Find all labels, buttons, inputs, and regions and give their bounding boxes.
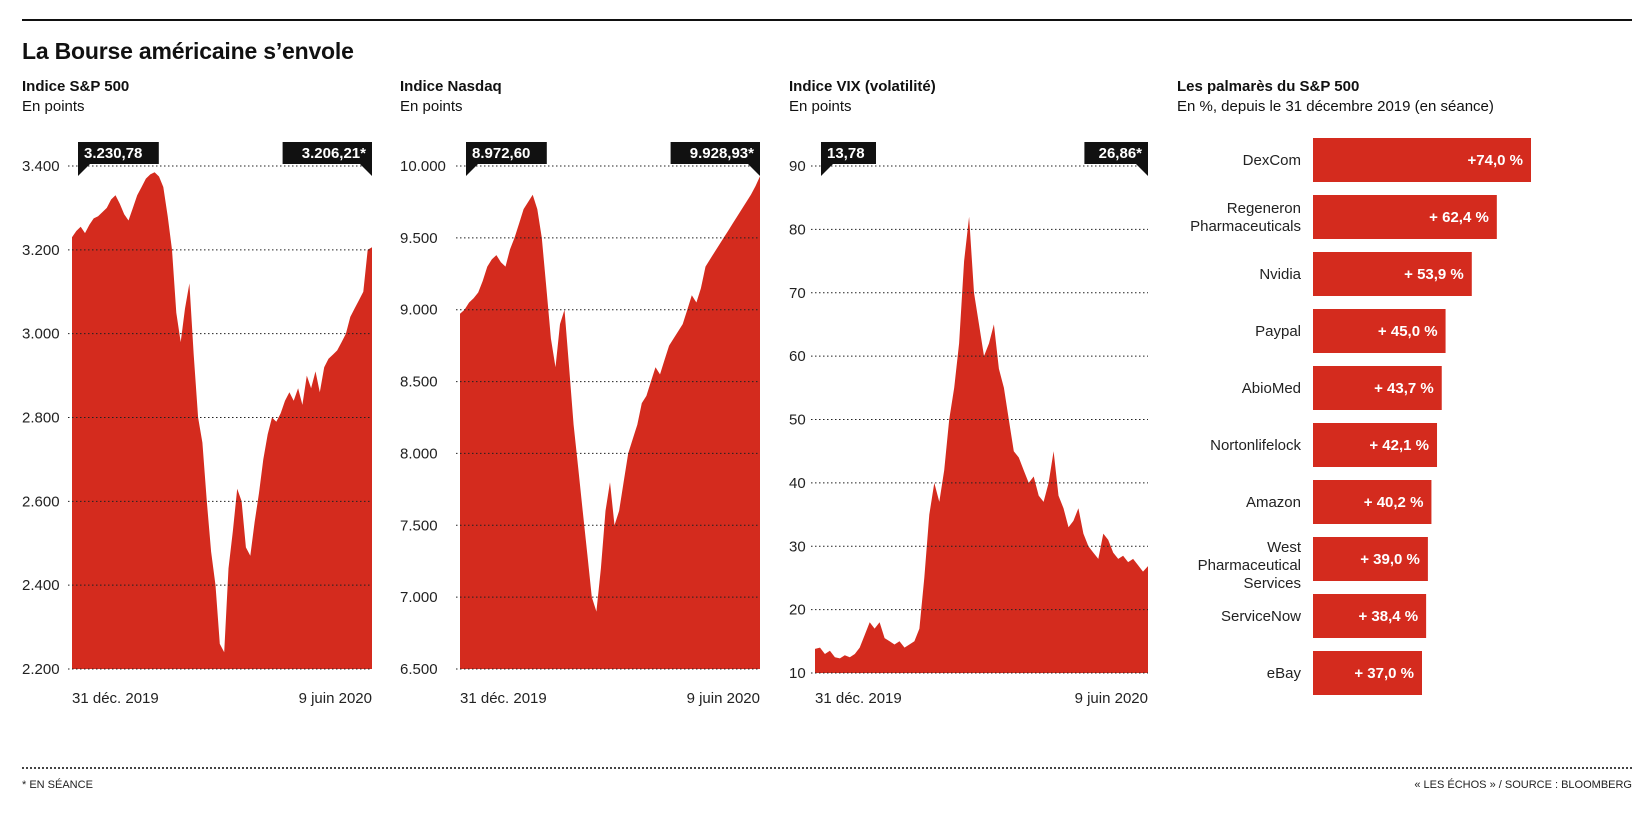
- vix-start-label-pointer: [821, 164, 833, 176]
- ranking-value-label: +74,0 %: [1468, 152, 1523, 169]
- top-rule: [22, 19, 1632, 21]
- vix-xtick-label-start: 31 déc. 2019: [815, 690, 902, 707]
- ranking-bar: [1313, 366, 1442, 410]
- nasdaq-end-label-box: [670, 142, 760, 164]
- sp500-ytick-label: 3.400: [22, 158, 60, 175]
- vix-ytick-label: 60: [789, 348, 806, 365]
- sp500-end-label: 3.206,21*: [302, 145, 366, 162]
- ranking-bar: [1313, 195, 1497, 239]
- nasdaq-start-label: 8.972,60: [472, 145, 530, 162]
- nasdaq-end-label: 9.928,93*: [690, 145, 754, 162]
- ranking-value-label: + 62,4 %: [1429, 209, 1489, 226]
- nasdaq-ytick-label: 7.000: [400, 589, 438, 606]
- ranking-value-label: + 40,2 %: [1364, 494, 1424, 511]
- vix-ytick-label: 70: [789, 285, 806, 302]
- nasdaq-end-label-pointer: [748, 164, 760, 176]
- nasdaq-ytick-label: 10.000: [400, 158, 446, 175]
- ranking-category-label: eBay: [1267, 665, 1302, 682]
- vix-end-label-box: [1084, 142, 1148, 164]
- ranking-category-label: DexCom: [1243, 152, 1301, 169]
- vix-xtick-label-end: 9 juin 2020: [1075, 690, 1148, 707]
- nasdaq-ytick-label: 9.500: [400, 230, 438, 247]
- sp500-ytick-label: 3.000: [22, 326, 60, 343]
- vix-start-label: 13,78: [827, 145, 865, 162]
- ranking-category-label: Paypal: [1255, 323, 1301, 340]
- ranking-bar: [1313, 651, 1422, 695]
- sp500-ytick-label: 3.200: [22, 242, 60, 259]
- sp500-ytick-label: 2.800: [22, 410, 60, 427]
- nasdaq-xtick-label-end: 9 juin 2020: [687, 690, 760, 707]
- footnote: * EN SÉANCE: [22, 779, 93, 791]
- nasdaq-ytick-label: 9.000: [400, 302, 438, 319]
- vix-subtitle: En points: [789, 98, 852, 115]
- ranking-category-label: West: [1267, 539, 1302, 556]
- ranking-category-label: Nvidia: [1259, 266, 1301, 283]
- vix-end-label-pointer: [1136, 164, 1148, 176]
- ranking-value-label: + 45,0 %: [1378, 323, 1438, 340]
- bottom-rule: [22, 767, 1632, 769]
- sp500-subtitle: En points: [22, 98, 85, 115]
- vix-ytick-label: 30: [789, 538, 806, 555]
- ranking-bar: [1313, 309, 1446, 353]
- nasdaq-area: [460, 176, 760, 669]
- vix-ytick-label: 50: [789, 412, 806, 429]
- vix-start-label-box: [821, 142, 876, 164]
- vix-title: Indice VIX (volatilité): [789, 78, 936, 95]
- ranking-category-label: Services: [1243, 575, 1301, 592]
- sp500-title: Indice S&P 500: [22, 78, 130, 95]
- ranking-value-label: + 37,0 %: [1354, 665, 1414, 682]
- vix-ytick-label: 90: [789, 158, 806, 175]
- ranking-category-label: Amazon: [1246, 494, 1301, 511]
- sp500-xtick-label-start: 31 déc. 2019: [72, 690, 159, 707]
- ranking-subtitle: En %, depuis le 31 décembre 2019 (en séa…: [1177, 98, 1494, 115]
- ranking-value-label: + 39,0 %: [1360, 551, 1420, 568]
- sp500-ytick-label: 2.400: [22, 577, 60, 594]
- sp500-xtick-label-end: 9 juin 2020: [299, 690, 372, 707]
- ranking-bar: [1313, 252, 1472, 296]
- ranking-category-label: Nortonlifelock: [1210, 437, 1301, 454]
- sp500-ytick-label: 2.600: [22, 493, 60, 510]
- nasdaq-start-label-pointer: [466, 164, 478, 176]
- ranking-title: Les palmarès du S&P 500: [1177, 78, 1360, 95]
- nasdaq-ytick-label: 7.500: [400, 517, 438, 534]
- sp500-start-label: 3.230,78: [84, 145, 142, 162]
- vix-ytick-label: 40: [789, 475, 806, 492]
- vix-end-label: 26,86*: [1099, 145, 1143, 162]
- nasdaq-title: Indice Nasdaq: [400, 78, 502, 95]
- sp500-start-label-box: [78, 142, 159, 164]
- ranking-bar: [1313, 594, 1427, 638]
- vix-ytick-label: 20: [789, 602, 806, 619]
- nasdaq-start-label-box: [466, 142, 547, 164]
- ranking-value-label: + 53,9 %: [1404, 266, 1464, 283]
- ranking-category-label: AbioMed: [1242, 380, 1301, 397]
- vix-ytick-label: 80: [789, 221, 806, 238]
- ranking-bar: [1313, 480, 1432, 524]
- ranking-bar: [1313, 138, 1531, 182]
- nasdaq-xtick-label-start: 31 déc. 2019: [460, 690, 547, 707]
- sp500-ytick-label: 2.200: [22, 661, 60, 678]
- vix-area: [815, 216, 1148, 673]
- ranking-category-label: Pharmaceutical: [1198, 557, 1301, 574]
- ranking-category-label: Regeneron: [1227, 200, 1301, 217]
- ranking-category-label: Pharmaceuticals: [1190, 218, 1301, 235]
- ranking-category-label: ServiceNow: [1221, 608, 1301, 625]
- sp500-area: [72, 172, 372, 670]
- vix-ytick-label: 10: [789, 665, 806, 682]
- sp500-end-label-pointer: [360, 164, 372, 176]
- ranking-bar: [1313, 423, 1438, 467]
- ranking-value-label: + 43,7 %: [1374, 380, 1434, 397]
- nasdaq-ytick-label: 8.000: [400, 445, 438, 462]
- ranking-value-label: + 38,4 %: [1358, 608, 1418, 625]
- ranking-value-label: + 42,1 %: [1369, 437, 1429, 454]
- sp500-end-label-box: [282, 142, 372, 164]
- ranking-bar: [1313, 537, 1428, 581]
- sp500-start-label-pointer: [78, 164, 90, 176]
- nasdaq-subtitle: En points: [400, 98, 463, 115]
- page-title: La Bourse américaine s’envole: [22, 38, 354, 64]
- source-credit: « LES ÉCHOS » / SOURCE : BLOOMBERG: [1414, 779, 1632, 791]
- nasdaq-ytick-label: 6.500: [400, 661, 438, 678]
- nasdaq-ytick-label: 8.500: [400, 374, 438, 391]
